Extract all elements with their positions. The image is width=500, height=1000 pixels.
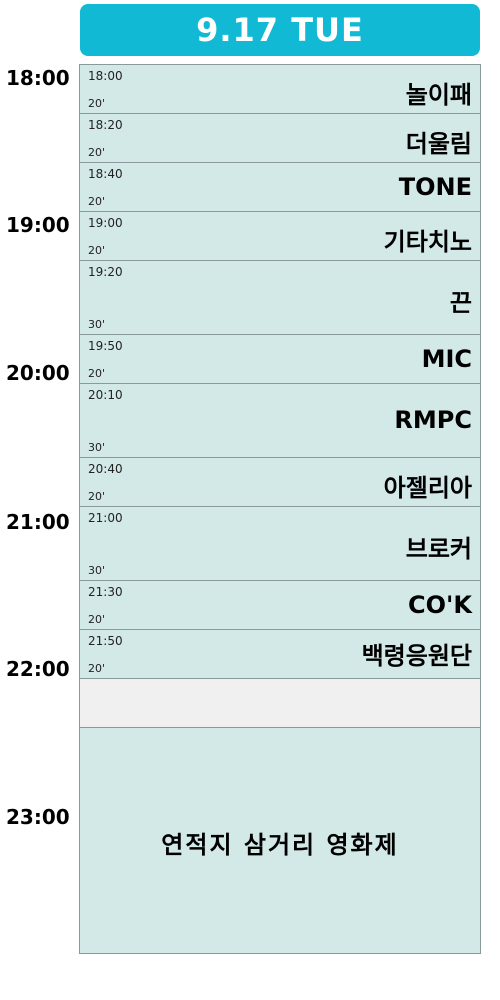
hour-label: 21:00	[6, 510, 70, 534]
hour-label: 19:00	[6, 213, 70, 237]
schedule-slot: 19:50 20' MIC	[79, 334, 481, 384]
date-header: 9.17 TUE	[80, 4, 480, 56]
slot-start-time: 19:00	[88, 216, 123, 230]
schedule-slot: 18:00 20' 놀이패	[79, 64, 481, 114]
schedule-slot: 19:20 30' 끈	[79, 260, 481, 335]
slot-duration: 30'	[88, 318, 106, 331]
slot-duration: 20'	[88, 195, 106, 208]
slot-duration: 30'	[88, 564, 106, 577]
schedule-grid: 18:00 20' 놀이패 18:20 20' 더울림 18:40 20' TO…	[79, 64, 483, 954]
schedule-slot: 21:50 20' 백령응원단	[79, 629, 481, 679]
slot-start-time: 21:50	[88, 634, 123, 648]
slot-start-time: 18:00	[88, 69, 123, 83]
slot-duration: 20'	[88, 97, 106, 110]
schedule-slot: 21:30 20' CO'K	[79, 580, 481, 630]
slot-performer: CO'K	[408, 591, 472, 619]
hour-label: 22:00	[6, 657, 70, 681]
slot-performer: RMPC	[394, 406, 472, 434]
schedule-slot: 18:20 20' 더울림	[79, 113, 481, 163]
empty-slot	[79, 678, 481, 728]
slot-performer: 더울림	[405, 130, 472, 158]
slot-duration: 20'	[88, 490, 106, 503]
schedule-slot: 19:00 20' 기타치노	[79, 211, 481, 261]
slot-duration: 20'	[88, 146, 106, 159]
slot-event-name: 연적지 삼거리 영화제	[161, 831, 399, 859]
slot-duration: 20'	[88, 662, 106, 675]
slot-performer: 기타치노	[383, 228, 472, 256]
slot-duration: 20'	[88, 244, 106, 257]
slot-start-time: 20:10	[88, 388, 123, 402]
hour-label: 20:00	[6, 361, 70, 385]
slot-start-time: 19:50	[88, 339, 123, 353]
schedule-slot: 18:40 20' TONE	[79, 162, 481, 212]
hour-label: 18:00	[6, 66, 70, 90]
schedule-slot: 21:00 30' 브로커	[79, 506, 481, 581]
slot-performer: 놀이패	[405, 81, 472, 109]
slot-performer: 브로커	[405, 535, 472, 563]
hour-label: 23:00	[6, 805, 70, 829]
slot-start-time: 19:20	[88, 265, 123, 279]
slot-performer: TONE	[398, 173, 472, 201]
slot-duration: 30'	[88, 441, 106, 454]
slot-start-time: 18:20	[88, 118, 123, 132]
slot-duration: 20'	[88, 613, 106, 626]
schedule-slot: 20:40 20' 아젤리아	[79, 457, 481, 507]
slot-start-time: 18:40	[88, 167, 123, 181]
schedule-slot: 20:10 30' RMPC	[79, 383, 481, 458]
slot-performer: MIC	[421, 345, 472, 373]
slot-performer: 백령응원단	[361, 642, 472, 670]
schedule-slot-feature: 연적지 삼거리 영화제	[79, 727, 481, 954]
slot-start-time: 21:30	[88, 585, 123, 599]
date-title: 9.17 TUE	[196, 11, 364, 49]
slot-duration: 20'	[88, 367, 106, 380]
slot-start-time: 21:00	[88, 511, 123, 525]
slot-performer: 끈	[449, 289, 472, 317]
slot-performer: 아젤리아	[383, 474, 472, 502]
slot-start-time: 20:40	[88, 462, 123, 476]
